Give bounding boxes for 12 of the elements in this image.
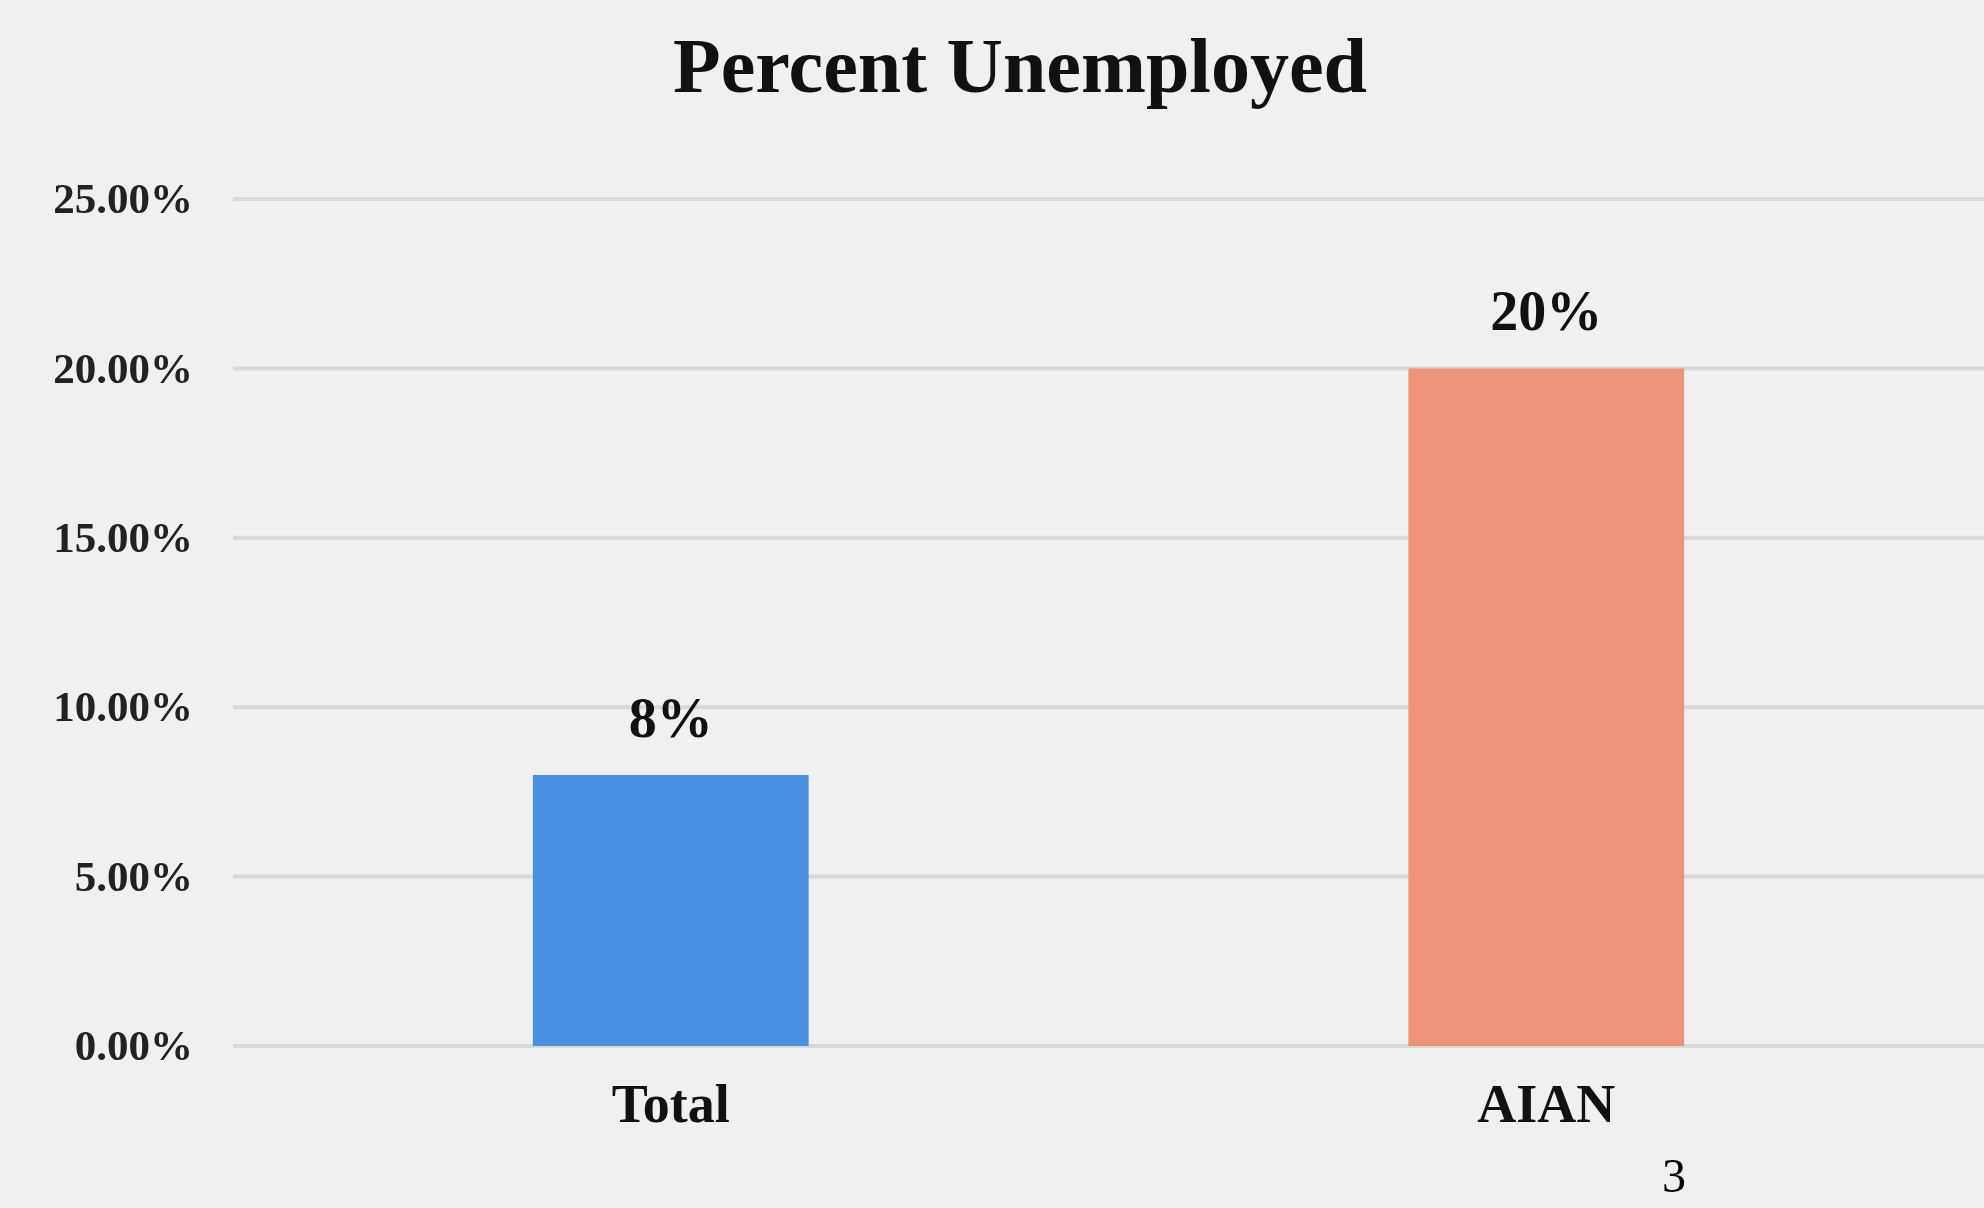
y-tick-label: 5.00% — [74, 852, 193, 900]
y-tick-label: 25.00% — [53, 175, 193, 223]
y-tick-label: 15.00% — [53, 514, 193, 562]
data-label: 20% — [1490, 280, 1603, 343]
y-tick-label: 0.00% — [74, 1022, 193, 1070]
chart-title: Percent Unemployed — [673, 22, 1367, 109]
y-tick-label: 10.00% — [53, 683, 193, 731]
text: 3 — [1662, 1149, 1686, 1202]
data-label: 8% — [628, 686, 713, 749]
x-tick-label: Total — [611, 1074, 730, 1135]
y-tick-label: 20.00% — [53, 344, 193, 392]
x-tick-label: AIAN — [1477, 1074, 1616, 1135]
